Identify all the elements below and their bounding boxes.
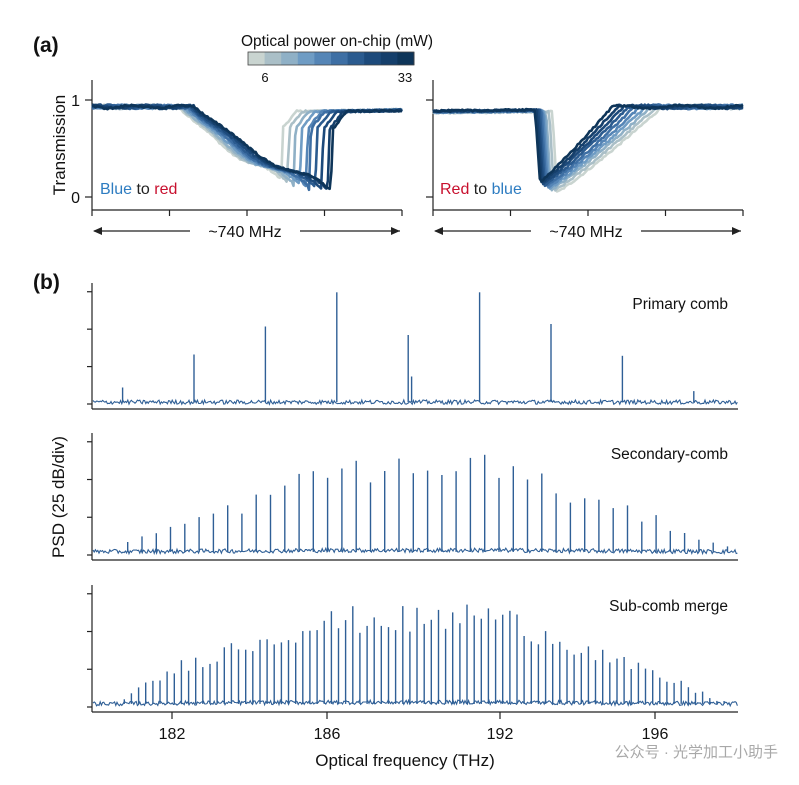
- frequency-xtick-label: 192: [487, 726, 514, 743]
- psd-ylabel: PSD (25 dB/div): [49, 436, 68, 558]
- transmission-curves-red-to-blue: [432, 103, 744, 193]
- frequency-xticks: 182 186 192 196: [159, 712, 669, 743]
- span-label-left: ~740 MHz: [208, 224, 281, 241]
- colorbar-swatch: [281, 52, 299, 65]
- sweep-word-1: Blue: [100, 181, 132, 198]
- sweep-word-3: blue: [492, 181, 522, 198]
- primary-comb-panel: Primary comb: [87, 283, 738, 410]
- colorbar-swatch: [364, 52, 382, 65]
- sweep-word-1: Red: [440, 181, 469, 198]
- spectra: Primary comb Secondary-comb Sub-comb merge: [87, 283, 738, 713]
- left-ytick-label-1: 1: [71, 93, 80, 110]
- sweep-label-red-to-blue: Red to blue: [440, 181, 522, 198]
- secondary-comb-panel: Secondary-comb: [87, 433, 738, 561]
- colorbar-swatch: [397, 52, 415, 65]
- transmission-curve: [432, 103, 744, 183]
- noise-floor: [92, 398, 738, 406]
- sweep-word-2: to: [132, 181, 154, 198]
- transmission-curve: [91, 103, 403, 185]
- colorbar-min-label: 6: [261, 70, 268, 85]
- transmission-plot-right: Red to blue: [426, 80, 744, 216]
- sub-comb-merge-panel: Sub-comb merge: [87, 585, 738, 713]
- transmission-ylabel: Transmission: [50, 95, 69, 195]
- secondary-comb-title: Secondary-comb: [611, 446, 728, 463]
- colorbar-swatch: [314, 52, 332, 65]
- transmission-curves-blue-to-red: [91, 103, 403, 192]
- colorbar-swatch: [297, 52, 315, 65]
- transmission-plot-left: 1 0 Blue to red: [71, 80, 403, 216]
- right-xticks: [432, 210, 744, 216]
- frequency-xlabel: Optical frequency (THz): [315, 751, 495, 770]
- watermark-text: 公众号 · 光学加工小助手: [615, 744, 778, 761]
- colorbar-swatch: [248, 52, 266, 65]
- transmission-curve: [432, 103, 744, 186]
- left-ytick-label-0: 0: [71, 190, 80, 207]
- primary-comb-title: Primary comb: [632, 296, 728, 313]
- colorbar-swatch: [264, 52, 282, 65]
- colorbar-frame: [247, 51, 415, 66]
- frequency-xtick-label: 196: [642, 726, 669, 743]
- panel-a-label: (a): [33, 34, 59, 57]
- transmission-curve: [91, 103, 403, 180]
- transmission-curve: [91, 103, 403, 183]
- noise-floor: [92, 546, 738, 556]
- colorbar-swatch: [380, 52, 398, 65]
- frequency-xtick-label: 182: [159, 726, 186, 743]
- sweep-word-2: to: [469, 181, 491, 198]
- frequency-xtick-label: 186: [314, 726, 341, 743]
- span-label-right: ~740 MHz: [549, 224, 622, 241]
- colorbar: [247, 51, 415, 66]
- transmission-curve: [91, 103, 403, 191]
- colorbar-swatch: [331, 52, 349, 65]
- sweep-word-3: red: [154, 181, 177, 198]
- sub-comb-merge-title: Sub-comb merge: [609, 598, 728, 615]
- colorbar-max-label: 33: [398, 70, 412, 85]
- colorbar-swatch: [347, 52, 365, 65]
- left-xticks: [91, 210, 403, 216]
- noise-floor: [92, 698, 738, 708]
- colorbar-title: Optical power on-chip (mW): [241, 33, 433, 50]
- sweep-label-blue-to-red: Blue to red: [100, 181, 177, 198]
- panel-b-label: (b): [33, 271, 60, 294]
